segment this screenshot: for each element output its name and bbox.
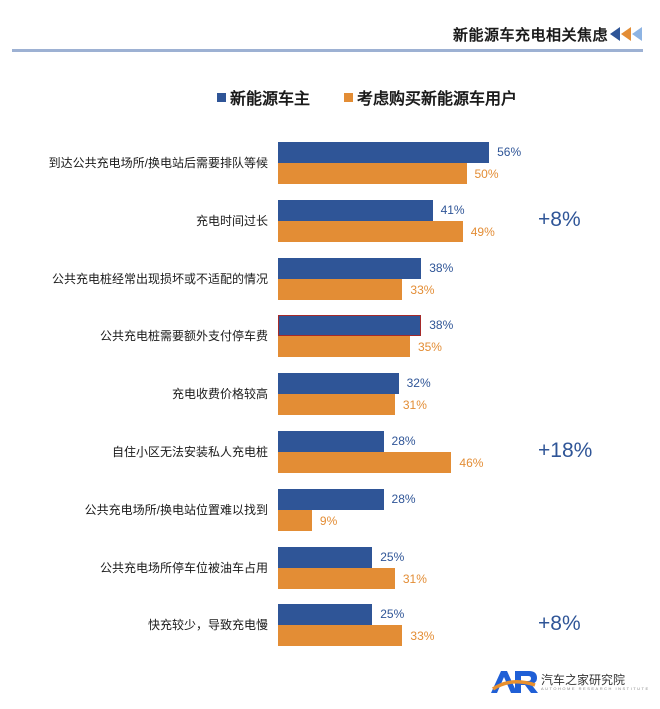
chart-row: 自住小区无法安装私人充电桩 28% 46% +18% [0, 431, 660, 475]
category-label: 充电收费价格较高 [171, 387, 268, 402]
legend-label-prospects: 考虑购买新能源车用户 [357, 91, 518, 108]
value-label-owners: 25% [380, 549, 405, 564]
bar-owners [278, 373, 399, 395]
value-label-owners: 38% [429, 260, 454, 275]
value-label-prospects: 35% [417, 340, 442, 355]
bar-owners [278, 257, 422, 279]
category-label: 公共充电桩经常出现损坏或不适配的情况 [51, 271, 268, 286]
value-label-prospects: 31% [402, 571, 427, 586]
bar-prospects [278, 625, 403, 647]
category-label: 公共充电场所/换电站位置难以找到 [84, 502, 268, 517]
category-label: 快充较少，导致充电慢 [147, 618, 268, 633]
bar-owners [278, 488, 384, 510]
bar-owners [278, 199, 433, 221]
value-label-owners: 56% [497, 145, 522, 159]
category-label: 公共充电桩需要额外支付停车费 [99, 329, 268, 344]
legend-label-owners: 新能源车主 [230, 91, 311, 108]
org-name: 汽车之家研究院 [541, 673, 626, 687]
chart-row: 充电时间过长 41% 49% +8% [0, 199, 660, 244]
legend-item-prospects: 考虑购买新能源车用户 [344, 85, 517, 109]
difference-annotation: +8% [538, 207, 581, 231]
chart-title: 新能源车充电相关焦虑 [452, 27, 608, 44]
bar-owners [278, 431, 384, 452]
value-label-prospects: 31% [402, 398, 427, 413]
chart-row: 公共充电桩需要额外支付停车费 38% 35% [0, 315, 660, 359]
value-label-owners: 25% [380, 607, 405, 622]
category-label: 到达公共充电场所/换电站后需要排队等候 [48, 156, 268, 170]
bar-prospects [278, 509, 312, 531]
bar-owners [278, 546, 373, 568]
header-divider [12, 49, 643, 52]
difference-annotation: +8% [538, 612, 581, 636]
value-label-owners: 28% [391, 434, 416, 448]
value-label-owners: 38% [429, 318, 454, 333]
category-label: 自住小区无法安装私人充电桩 [111, 445, 268, 459]
value-label-owners: 41% [440, 202, 465, 217]
org-subtitle: AUTOHOME RESEARCH INSTITUTE [541, 686, 650, 691]
autohome-research-logo-icon [491, 671, 538, 693]
bar-prospects [278, 452, 452, 473]
chart-row: 快充较少，导致充电慢 25% 33% +8% [0, 604, 660, 648]
bar-prospects [278, 220, 463, 242]
chart-row: 到达公共充电场所/换电站后需要排队等候 56% 50% [0, 142, 660, 186]
value-label-prospects: 33% [410, 629, 435, 644]
bar-owners [278, 142, 490, 163]
bar-owners [278, 315, 422, 337]
bar-prospects [278, 567, 395, 589]
value-label-owners: 32% [406, 376, 431, 391]
value-label-prospects: 46% [459, 456, 484, 470]
bar-prospects [278, 163, 467, 184]
chart-row: 充电收费价格较高 32% 31% [0, 373, 660, 417]
chart-row: 公共充电场所停车位被油车占用 25% 31% [0, 546, 660, 591]
bar-owners [278, 604, 373, 626]
bar-prospects [278, 394, 395, 416]
bar-prospects [278, 336, 410, 358]
legend-item-owners: 新能源车主 [217, 85, 310, 109]
legend-swatch-owners [217, 92, 226, 102]
chart-row: 公共充电桩经常出现损坏或不适配的情况 38% 33% [0, 257, 660, 302]
triple-arrow-left-icon [610, 27, 642, 41]
chart-row: 公共充电场所/换电站位置难以找到 28% 9% [0, 488, 660, 533]
category-label: 充电时间过长 [195, 213, 268, 228]
category-label: 公共充电场所停车位被油车占用 [99, 560, 268, 575]
value-label-prospects: 50% [474, 167, 499, 181]
value-label-owners: 28% [391, 491, 416, 506]
value-label-prospects: 9% [319, 513, 338, 528]
bar-prospects [278, 278, 403, 300]
chart-legend: 新能源车主 考虑购买新能源车用户 [217, 85, 551, 109]
legend-swatch-prospects [344, 92, 354, 102]
value-label-prospects: 33% [410, 282, 435, 297]
difference-annotation: +18% [538, 439, 593, 462]
value-label-prospects: 49% [470, 224, 495, 239]
